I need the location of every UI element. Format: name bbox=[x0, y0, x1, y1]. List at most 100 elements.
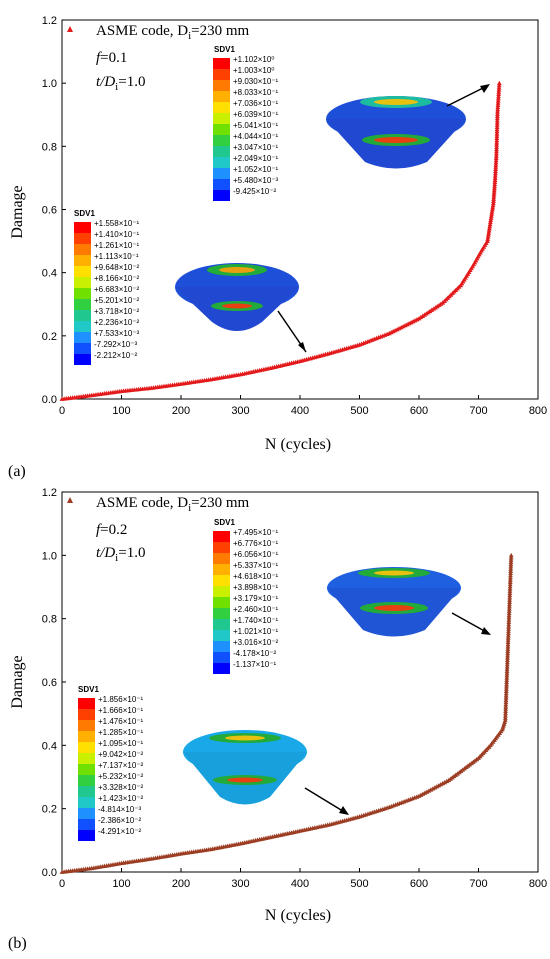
panel-b-contour-large-value-label: +2.460×10⁻¹ bbox=[233, 605, 278, 614]
panel-a-x-tick-label: 300 bbox=[231, 405, 249, 417]
panel-a-x-tick-label: 400 bbox=[291, 405, 309, 417]
panel-a-data-point bbox=[494, 146, 499, 152]
panel-b-data-point bbox=[506, 608, 512, 613]
panel-b-contour-small-color-swatch bbox=[78, 731, 95, 742]
panel-b-data-point bbox=[506, 617, 512, 622]
panel-b-data-point bbox=[504, 661, 510, 667]
panel-b-data-point bbox=[506, 613, 512, 618]
panel-a-contour-small-color-swatch bbox=[74, 343, 91, 354]
panel-b-data-point bbox=[503, 693, 509, 698]
panel-b-annotation-f: f=0.2 bbox=[96, 522, 127, 538]
panel-b-contour-large-color-swatch bbox=[213, 630, 230, 641]
panel-b-data-point bbox=[508, 568, 514, 573]
panel-b-data-point bbox=[505, 646, 511, 651]
panel-a-data-point bbox=[494, 135, 500, 141]
panel-b-data-point bbox=[503, 708, 508, 714]
panel-b-contour-large-color-swatch bbox=[213, 553, 230, 564]
panel-a-contour-large-value-label: +2.049×10⁻¹ bbox=[233, 154, 278, 163]
panel-a-contour-small-color-swatch bbox=[74, 222, 91, 233]
panel-b-data-point bbox=[506, 624, 512, 629]
panel-a-contour-large-color-swatch bbox=[213, 102, 230, 113]
panel-a-label: (a) bbox=[8, 463, 26, 480]
panel-b-data-point bbox=[505, 650, 511, 656]
panel-a-data-point bbox=[494, 131, 500, 136]
panel-b-x-tick-label: 300 bbox=[231, 878, 249, 890]
panel-b-contour-large-value-label: +3.179×10⁻¹ bbox=[233, 594, 278, 603]
panel-a-annotation-f: f=0.1 bbox=[96, 50, 127, 66]
panel-a-contour-large-value-label: +1.052×10⁻¹ bbox=[233, 165, 278, 174]
panel-a-arrow-large bbox=[446, 85, 488, 107]
panel-a-contour-large-value-label: +3.047×10⁻¹ bbox=[233, 143, 278, 152]
panel-a-contour-large-value-label: +9.030×10⁻¹ bbox=[233, 77, 278, 86]
panel-b-data-point bbox=[504, 681, 509, 687]
panel-b-arrowhead-small bbox=[339, 806, 349, 815]
panel-a-contour-small: SDV1 +1.558×10⁻¹ +1.410×10⁻¹ +1.261×10⁻¹ +1… bbox=[74, 209, 139, 365]
panel-a-contour-small-value-label: +8.166×10⁻² bbox=[94, 274, 139, 283]
panel-b-contour-large-value-label: +3.898×10⁻¹ bbox=[233, 583, 278, 592]
panel-a-data-point bbox=[495, 109, 500, 114]
panel-b-data-point bbox=[505, 633, 511, 638]
panel-b-data-point bbox=[508, 561, 514, 567]
panel-b-data-point bbox=[504, 668, 510, 673]
panel-b-data-point bbox=[507, 599, 512, 604]
panel-b-contour-small-value-label: +1.476×10⁻¹ bbox=[98, 717, 143, 726]
panel-a-contour-small-color-swatch bbox=[74, 277, 91, 288]
panel-a-contour-small-value-label: +5.201×10⁻² bbox=[94, 296, 139, 305]
panel-b-contour-large-title: SDV1 bbox=[214, 518, 235, 527]
panel-a-y-tick-label: 0.4 bbox=[42, 268, 57, 280]
panel-b-contour-small-color-swatch bbox=[78, 830, 95, 841]
panel-b-data-point bbox=[505, 644, 511, 649]
panel-b-contour-large-value-label: +7.495×10⁻¹ bbox=[233, 528, 278, 537]
panel-b-y-axis-label: Damage bbox=[9, 655, 26, 708]
panel-a-plot: 0 100 200 300 400 500 600 700 800 0.0 0.2 0.4 0.6 0.8… bbox=[42, 15, 547, 417]
panel-b-x-tick-label: 400 bbox=[291, 878, 309, 890]
panel-b-arrow-small bbox=[304, 787, 347, 814]
panel-a-data-point bbox=[494, 120, 500, 125]
panel-b-arrow-large bbox=[451, 612, 489, 634]
panel-b-data-point bbox=[506, 610, 512, 616]
panel-a-data-point bbox=[494, 122, 500, 127]
panel-b-legend-marker bbox=[67, 497, 73, 503]
panel-a-data-point bbox=[496, 87, 502, 92]
panel-a-contour-small-value-label: +2.236×10⁻² bbox=[94, 318, 139, 327]
panel-a-data-point bbox=[493, 164, 499, 169]
panel-a-contour-small-color-swatch bbox=[74, 255, 91, 266]
panel-b-data-point bbox=[503, 704, 509, 709]
panel-b-data-point bbox=[504, 664, 510, 669]
panel-b-annotation-ratio: t/Di=1.0 bbox=[96, 545, 145, 564]
panel-a-data-point bbox=[495, 98, 501, 103]
panel-b-contour-large-color-swatch bbox=[213, 663, 230, 674]
panel-a-data-point bbox=[495, 100, 501, 105]
panel-b-data-point bbox=[507, 586, 513, 591]
panel-b-contour-small-value-label: +9.042×10⁻² bbox=[98, 750, 143, 759]
panel-a-x-tick-label: 500 bbox=[350, 405, 368, 417]
panel-b-contour-small-value-label: -4.814×10⁻³ bbox=[98, 805, 141, 814]
panel-a-contour-large-color-swatch bbox=[213, 69, 230, 80]
panel-a-y-tick-label: 1.2 bbox=[42, 15, 57, 27]
panel-b-contour-small-color-swatch bbox=[78, 742, 95, 753]
panel-a-shape-small bbox=[175, 263, 299, 331]
panel-a-data-point bbox=[494, 148, 499, 154]
panel-a-data-point bbox=[493, 160, 499, 165]
panel-b-contour-small-color-swatch bbox=[78, 819, 95, 830]
panel-a-contour-large-value-label: +8.033×10⁻¹ bbox=[233, 88, 278, 97]
panel-b-data-point bbox=[504, 686, 509, 691]
panel-a-contour-large-value-label: +5.041×10⁻¹ bbox=[233, 121, 278, 130]
panel-b-data-point bbox=[508, 559, 514, 564]
panel-b-data-point bbox=[503, 713, 508, 718]
panel-b-data-point bbox=[507, 592, 513, 598]
panel-a-y-tick-label: 1.0 bbox=[42, 78, 57, 90]
panel-a-data-point bbox=[493, 166, 499, 171]
panel-a-data-point bbox=[494, 118, 500, 123]
panel-b-data-point bbox=[504, 659, 510, 665]
panel-b-data-point bbox=[508, 564, 514, 569]
panel-a-data-point bbox=[492, 173, 498, 178]
panel-b-data-point bbox=[503, 699, 509, 705]
panel-b-x-tick-label: 100 bbox=[112, 878, 130, 890]
panel-b-data-point bbox=[505, 653, 511, 658]
panel-a-contour-large-value-label: +4.044×10⁻¹ bbox=[233, 132, 278, 141]
panel-b-data-point bbox=[505, 655, 510, 660]
panel-a-data-point bbox=[494, 137, 500, 143]
panel-a-contour-large-color-swatch bbox=[213, 179, 230, 190]
panel-a-contour-small-color-swatch bbox=[74, 332, 91, 343]
